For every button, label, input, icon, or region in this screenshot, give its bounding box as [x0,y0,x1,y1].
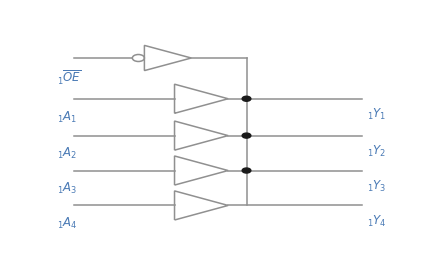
Text: $_1Y_2$: $_1Y_2$ [367,144,386,159]
Text: $_1A_4$: $_1A_4$ [57,216,78,231]
Text: $_1Y_3$: $_1Y_3$ [367,179,387,194]
Text: $_1A_1$: $_1A_1$ [57,109,78,124]
Text: $_1A_2$: $_1A_2$ [57,146,77,161]
Text: $_1Y_4$: $_1Y_4$ [367,214,387,229]
Circle shape [242,133,251,138]
Text: $_1Y_1$: $_1Y_1$ [367,107,386,122]
Text: $_1A_3$: $_1A_3$ [57,181,78,196]
Text: $_1\overline{OE}$: $_1\overline{OE}$ [57,69,82,87]
Circle shape [242,96,251,101]
Circle shape [242,168,251,173]
